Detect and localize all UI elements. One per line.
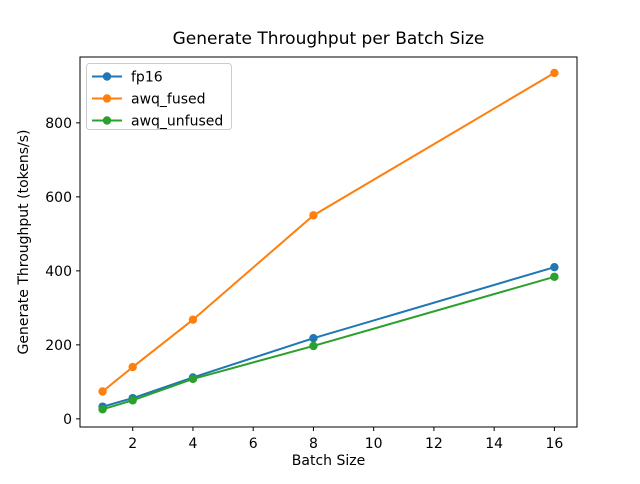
x-axis-label: Batch Size [292, 453, 365, 469]
plot-area: 2 4 6 8 10 12 14 16 0 200 400 600 800 [45, 56, 578, 452]
x-tick-label: 16 [545, 436, 563, 452]
legend-entry-awq-unfused: awq_unfused [92, 114, 223, 130]
y-tick-label: 200 [45, 338, 72, 354]
legend-entry-awq-fused: awq_fused [92, 92, 206, 108]
y-tick-label: 800 [45, 116, 72, 132]
series-marker-awq_unfused [188, 374, 198, 384]
x-tick-label: 12 [425, 436, 443, 452]
series-marker-fp16 [550, 262, 559, 272]
series-marker-awq_unfused [550, 272, 559, 281]
x-tick-label: 4 [188, 436, 197, 452]
y-tick-label: 600 [45, 190, 72, 206]
series-marker-awq_fused [188, 315, 198, 324]
series-marker-awq_unfused [98, 405, 107, 414]
legend-marker-icon [102, 72, 112, 81]
series-marker-awq_unfused [128, 396, 137, 405]
x-tick-label: 10 [365, 436, 383, 452]
series-line-awq_unfused [102, 275, 555, 411]
x-tick-label: 6 [249, 436, 258, 452]
legend-box [86, 63, 232, 130]
series-marker-awq_fused [128, 362, 137, 372]
legend-marker-icon [102, 116, 112, 125]
y-tick-label: 0 [63, 412, 72, 428]
x-tick-label: 8 [309, 436, 318, 452]
legend: fp16 awq_fused awq_unfused [86, 63, 232, 130]
y-tick-label: 400 [45, 264, 72, 280]
legend-entry-fp16: fp16 [92, 70, 163, 86]
series-marker-fp16 [309, 334, 318, 343]
series-marker-awq_fused [98, 387, 107, 396]
legend-label-awq-fused: awq_fused [131, 92, 206, 108]
series-marker-awq_fused [550, 68, 559, 78]
legend-marker-icon [102, 94, 112, 103]
x-tick-label: 2 [128, 436, 137, 452]
axes-spines [79, 56, 578, 428]
chart-title: Generate Throughput per Batch Size [173, 29, 485, 49]
y-axis-label: Generate Throughput (tokens/s) [16, 130, 32, 355]
legend-label-awq-unfused: awq_unfused [131, 114, 223, 130]
series-marker-awq_unfused [309, 341, 318, 351]
legend-label-fp16: fp16 [131, 70, 163, 86]
series-marker-awq_fused [309, 211, 318, 220]
x-tick-label: 14 [485, 436, 503, 452]
